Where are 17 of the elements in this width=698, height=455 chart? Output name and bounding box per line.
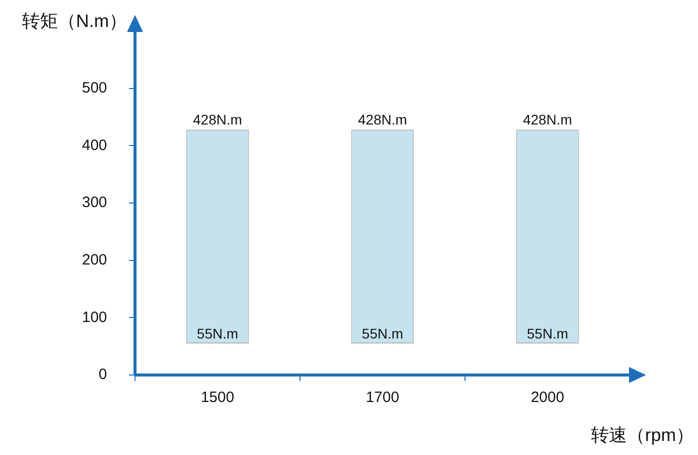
y-tick-label: 0 bbox=[98, 366, 108, 384]
annotation: 428N.m bbox=[358, 111, 408, 128]
y-tick-label: 500 bbox=[82, 79, 108, 96]
y-tick-label: 100 bbox=[82, 308, 108, 326]
y-tick-label: 200 bbox=[82, 251, 108, 268]
annotation: 55N.m bbox=[526, 325, 568, 342]
x-tick-label: 1700 bbox=[366, 389, 400, 406]
annotation: 55N.m bbox=[196, 325, 238, 342]
annotation: 55N.m bbox=[362, 325, 404, 342]
y-tick-label: 300 bbox=[82, 194, 108, 212]
annotation: 428N.m bbox=[522, 111, 572, 128]
annotation: 428N.m bbox=[193, 111, 242, 128]
y-axis-title: 转矩（N.m） bbox=[22, 10, 127, 31]
y-tick-label: 400 bbox=[82, 136, 108, 154]
x-tick-label: 2000 bbox=[530, 389, 564, 406]
x-axis-title: 转速（rpm） bbox=[591, 424, 694, 445]
x-tick-label: 1500 bbox=[200, 389, 234, 406]
